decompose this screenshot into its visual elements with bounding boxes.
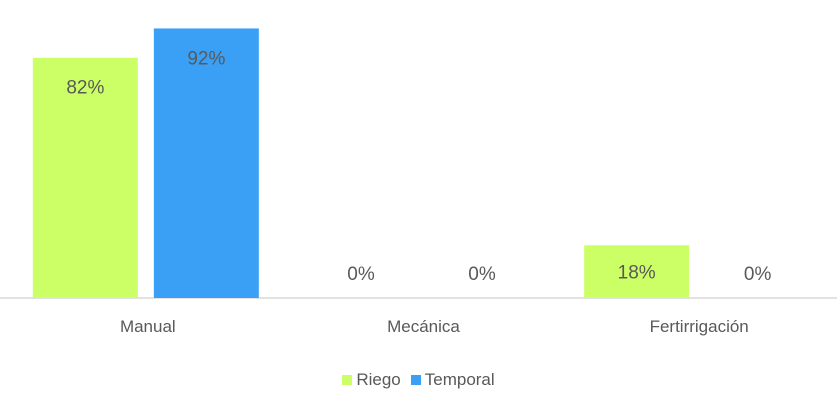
category-label-2: Fertirrigación <box>650 317 749 336</box>
bar-temporal-0 <box>153 28 259 298</box>
data-label-riego-1: 0% <box>347 264 375 285</box>
data-label-riego-0: 82% <box>66 78 104 99</box>
legend: Riego Temporal <box>0 370 837 390</box>
data-label-temporal-2: 0% <box>744 264 772 285</box>
data-label-riego-2: 18% <box>618 263 656 284</box>
bar-riego-0 <box>32 57 138 298</box>
legend-swatch-temporal <box>410 375 421 385</box>
category-label-0: Manual <box>120 317 176 336</box>
legend-label-temporal: Temporal <box>424 370 495 389</box>
category-label-1: Mecánica <box>387 317 460 336</box>
data-label-temporal-0: 92% <box>187 48 225 69</box>
legend-label-riego: Riego <box>356 370 401 389</box>
data-label-temporal-1: 0% <box>468 264 496 285</box>
legend-item-riego: Riego <box>342 370 401 390</box>
bar-riego-2 <box>584 245 690 298</box>
legend-item-temporal: Temporal <box>410 370 495 390</box>
legend-swatch-riego <box>342 375 353 385</box>
